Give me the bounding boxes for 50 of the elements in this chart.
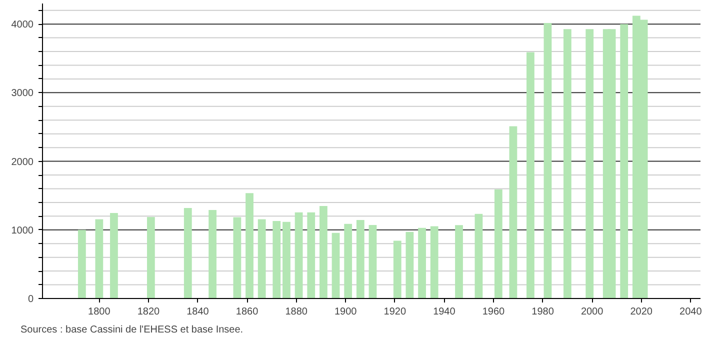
bar [282, 222, 290, 298]
x-tick-label: 1860 [236, 306, 259, 318]
bar [430, 226, 438, 298]
bar [332, 232, 340, 298]
x-tick-label: 1880 [285, 306, 308, 318]
bar [208, 210, 216, 298]
x-tick-label: 1820 [137, 306, 160, 318]
x-tick-label: 1900 [334, 306, 358, 318]
x-tick-label: 1920 [384, 306, 406, 318]
bar [544, 23, 552, 298]
x-tick-label: 2040 [680, 306, 702, 318]
bar [95, 219, 104, 298]
source-note: Sources : base Cassini de l'EHESS et base Insee. [20, 324, 244, 336]
x-tick-label: 2020 [630, 306, 653, 318]
y-tick-label: 3000 [11, 88, 34, 100]
bar [474, 214, 483, 298]
x-tick-label: 1940 [433, 306, 456, 318]
bar [320, 206, 328, 298]
bar [368, 224, 377, 298]
bar [307, 212, 316, 298]
bar [146, 217, 155, 298]
bar [110, 213, 118, 298]
bar [393, 240, 402, 298]
bar [455, 225, 463, 298]
x-tick-label: 1840 [186, 306, 210, 318]
x-tick-label: 1960 [482, 306, 506, 318]
bar [258, 219, 266, 298]
bar [356, 220, 364, 298]
bar [184, 208, 192, 298]
bar [586, 29, 594, 298]
y-tick-label: 1000 [11, 225, 34, 236]
bar [406, 232, 414, 298]
x-tick-label: 1980 [532, 306, 554, 318]
bar [526, 52, 534, 298]
bar [418, 228, 426, 298]
bar [620, 24, 628, 298]
bar [233, 217, 242, 298]
bar [563, 29, 572, 298]
y-tick-label: 2000 [11, 156, 34, 168]
x-tick-label: 1800 [88, 306, 111, 318]
y-tick-label: 4000 [11, 20, 34, 31]
bar [344, 224, 352, 298]
bar [494, 189, 502, 298]
bar [509, 126, 518, 298]
bar [294, 212, 303, 298]
bar [78, 230, 86, 298]
y-tick-label: 0 [28, 294, 34, 305]
x-tick-label: 2000 [580, 306, 604, 318]
bar [246, 193, 254, 298]
bar [272, 220, 281, 298]
